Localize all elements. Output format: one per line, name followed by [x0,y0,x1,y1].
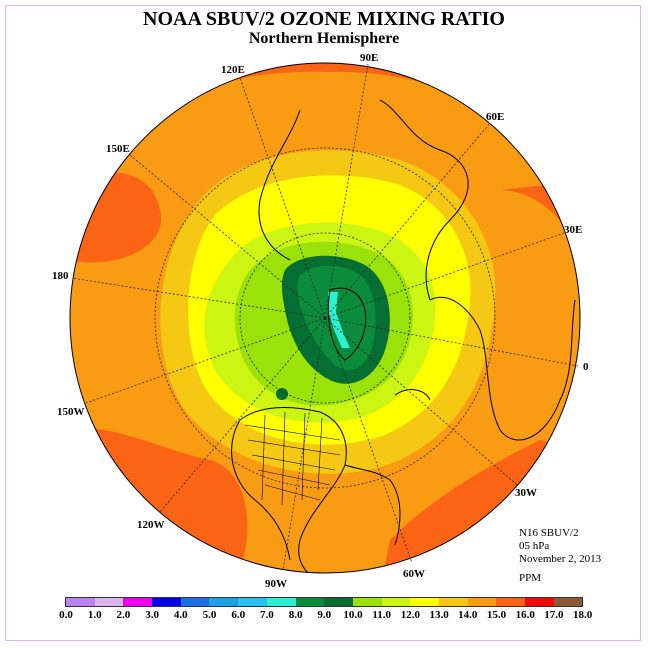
lon-label-0: 0 [583,361,589,373]
lon-label-120w: 120W [137,519,165,531]
colorbar-segment [553,598,583,606]
colorbar-segment [324,598,353,606]
longitude-labels: 90E 60E 30E 0 30W 60W 90W 120W 150W 180 … [52,52,589,590]
colorbar-tick-label: 14.0 [458,609,478,621]
colorbar-tick-label: 8.0 [288,609,303,621]
lon-label-150e: 150E [106,143,130,155]
meridian-120w [159,317,326,513]
colorbar-tick-label: 3.0 [145,609,159,621]
meridian-90e [324,63,369,319]
colorbar-segment [238,598,267,606]
meridian-60e [324,122,491,319]
ozone-contour-field [70,63,580,573]
lon-label-150w: 150W [57,406,85,418]
colorbar-segment [381,598,411,606]
colorbar-tick-label: 17.0 [544,609,564,621]
colorbar-tick-label: 2.0 [116,609,131,621]
colorbar-tick-label: 4.0 [173,609,188,621]
latitude-circle-60 [239,232,411,404]
colorbar-tick-label: 7.0 [260,609,274,621]
colorbar-segment [295,598,325,606]
coast-eurasia-north [379,99,469,301]
coast-iceland [394,389,431,401]
contour-8 [328,292,350,348]
date-label: November 2, 2013 [519,553,602,565]
instrument-label: N16 SBUV/2 [519,527,579,539]
colorbar-segment [123,598,153,606]
figure-frame [5,5,641,641]
colorbar-segment [410,598,439,606]
colorbar-tick-label: 9.0 [317,609,332,621]
meridian-180 [71,277,326,319]
coast-europe-africa [429,296,576,441]
colorbar-tick-label: 10.0 [343,609,363,621]
colorbar-tick-label: 5.0 [202,609,217,621]
lon-label-90w: 90W [265,578,287,590]
colorbar-segment [496,598,525,606]
graticule [71,63,579,571]
latitude-circle-30 [154,147,496,489]
chart-title: NOAA SBUV/2 OZONE MIXING RATIO [143,8,505,30]
lon-label-30e: 30E [564,224,582,236]
colorbar-segment [352,598,382,606]
colorbar-segment [152,598,181,606]
meridian-0 [324,317,579,367]
colorbar-segment [438,598,468,606]
colorbar-tick-label: 6.0 [231,609,246,621]
colorbar-segment [209,598,239,606]
colorbar-segment [467,598,497,606]
state-boundaries [244,411,341,506]
meridian-120e [239,77,326,319]
colorbar-segment [180,598,210,606]
colorbar-tick-label: 1.0 [87,609,102,621]
colorbar-segment [66,598,95,606]
colorbar-segment [94,598,124,606]
colorbar-segment [266,598,296,606]
meridian-90w [282,317,326,571]
coast-atlantic-america [344,464,401,546]
colorbar-tick-label: 0.0 [59,609,73,621]
coast-north-america [239,406,347,573]
colorbar-tick-label: 13.0 [429,609,449,621]
lon-label-90e: 90E [360,52,378,64]
coast-siberia [258,109,301,261]
lon-label-30w: 30W [515,487,537,499]
colorbar [65,597,584,607]
colorbar-tick-label: 11.0 [372,609,392,621]
meridian-30w [324,317,519,487]
colorbar-segment [525,598,554,606]
coast-greenland [327,287,367,361]
lon-label-180: 180 [52,270,69,282]
colorbar-tick-label: 15.0 [486,609,507,621]
lon-label-60e: 60E [486,111,504,123]
colorbar-tick-label: 12.0 [400,609,421,621]
chart-subtitle: Northern Hemisphere [248,30,400,47]
pressure-label: 05 hPa [519,540,550,552]
coast-pacific-america [231,419,291,561]
lon-label-60w: 60W [403,568,425,580]
lon-label-120e: 120E [221,64,245,76]
coastlines [231,99,576,573]
colorbar-tick-label: 18.0 [572,609,593,621]
map-border [69,62,581,574]
units-label: PPM [519,572,542,584]
meridian-60w [324,317,413,564]
colorbar-tick-label: 16.0 [515,609,535,621]
contour-10-spot [276,388,288,400]
